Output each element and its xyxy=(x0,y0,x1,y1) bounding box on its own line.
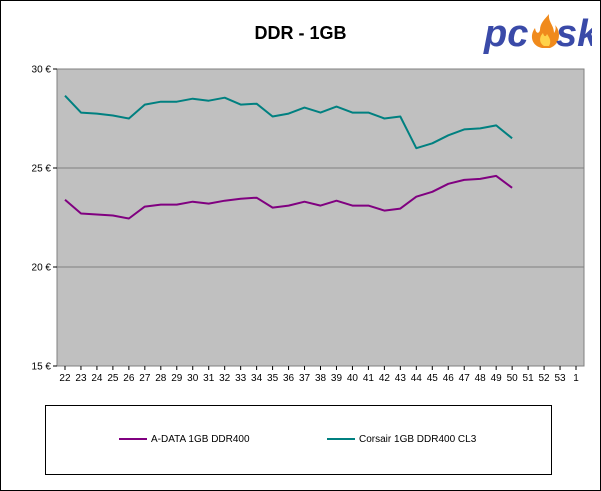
y-axis: 15 € 20 € 25 € 30 € xyxy=(32,65,57,373)
logo-text-right: sk xyxy=(556,13,592,55)
x-tick-label: 51 xyxy=(523,373,535,384)
x-tick-label: 24 xyxy=(91,373,103,384)
legend-label-adata: A-DATA 1GB DDR400 xyxy=(151,434,250,445)
x-tick-label: 37 xyxy=(299,373,311,384)
x-tick-label: 49 xyxy=(491,373,503,384)
x-tick-label: 52 xyxy=(539,373,551,384)
x-axis: 22 23 24 25 26 27 28 29 30 31 32 33 34 35 36 37 38 39 40 41… xyxy=(59,366,579,384)
x-tick-label: 45 xyxy=(427,373,439,384)
y-tick-label: 20 € xyxy=(32,263,52,274)
x-tick-label: 35 xyxy=(267,373,279,384)
x-tick-label: 28 xyxy=(155,373,167,384)
x-tick-label: 40 xyxy=(347,373,359,384)
y-tick-label: 30 € xyxy=(32,65,52,76)
x-tick-label: 32 xyxy=(219,373,231,384)
legend-item-adata: A-DATA 1GB DDR400 xyxy=(119,434,250,445)
x-tick-label: 25 xyxy=(107,373,119,384)
x-tick-label: 38 xyxy=(315,373,327,384)
x-tick-label: 27 xyxy=(139,373,151,384)
y-tick-label: 25 € xyxy=(32,164,52,175)
gridlines xyxy=(57,167,584,268)
logo-text-left: pc xyxy=(483,13,528,55)
x-tick-label: 50 xyxy=(507,373,519,384)
x-tick-label: 26 xyxy=(123,373,135,384)
plot-area xyxy=(56,68,585,367)
chart-title: DDR - 1GB xyxy=(254,23,347,43)
x-tick-label: 43 xyxy=(395,373,407,384)
x-tick-label: 46 xyxy=(443,373,455,384)
y-tick-label: 15 € xyxy=(32,362,52,373)
x-tick-label: 29 xyxy=(171,373,183,384)
flame-icon xyxy=(531,14,560,48)
legend-swatch-adata xyxy=(119,438,147,441)
legend: A-DATA 1GB DDR400 Corsair 1GB DDR400 CL3 xyxy=(45,405,552,475)
series-line-1 xyxy=(64,95,513,150)
x-tick-label: 42 xyxy=(379,373,391,384)
pcsk-logo: pc sk xyxy=(483,13,592,55)
x-tick-label: 22 xyxy=(59,373,71,384)
x-tick-label: 30 xyxy=(187,373,199,384)
x-tick-label: 44 xyxy=(411,373,423,384)
x-tick-label: 41 xyxy=(363,373,375,384)
x-tick-label: 33 xyxy=(235,373,247,384)
x-tick-label: 48 xyxy=(475,373,487,384)
x-tick-label: 34 xyxy=(251,373,263,384)
legend-item-corsair: Corsair 1GB DDR400 CL3 xyxy=(327,434,476,445)
x-tick-label: 53 xyxy=(554,373,566,384)
x-tick-label: 39 xyxy=(331,373,343,384)
legend-swatch-corsair xyxy=(327,438,355,441)
series-line-0 xyxy=(64,174,513,220)
x-tick-label: 23 xyxy=(75,373,87,384)
x-tick-label: 1 xyxy=(573,373,579,384)
x-tick-label: 36 xyxy=(283,373,295,384)
x-tick-label: 31 xyxy=(203,373,215,384)
x-tick-label: 47 xyxy=(459,373,471,384)
legend-label-corsair: Corsair 1GB DDR400 CL3 xyxy=(359,434,477,445)
series-lines xyxy=(64,95,513,220)
